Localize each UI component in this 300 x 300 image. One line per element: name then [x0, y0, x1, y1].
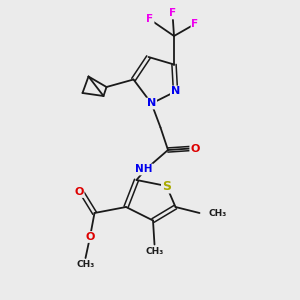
Text: O: O — [85, 232, 95, 242]
Text: NH: NH — [135, 164, 153, 175]
Text: F: F — [169, 8, 176, 19]
Text: N: N — [171, 86, 180, 97]
Text: CH₃: CH₃ — [208, 208, 227, 217]
Text: O: O — [74, 187, 84, 197]
Text: O: O — [190, 143, 200, 154]
Text: CH₃: CH₃ — [146, 248, 164, 256]
Text: CH₃: CH₃ — [76, 260, 94, 269]
Text: N: N — [147, 98, 156, 109]
Text: S: S — [162, 179, 171, 193]
Text: F: F — [191, 19, 199, 29]
Text: F: F — [146, 14, 154, 25]
